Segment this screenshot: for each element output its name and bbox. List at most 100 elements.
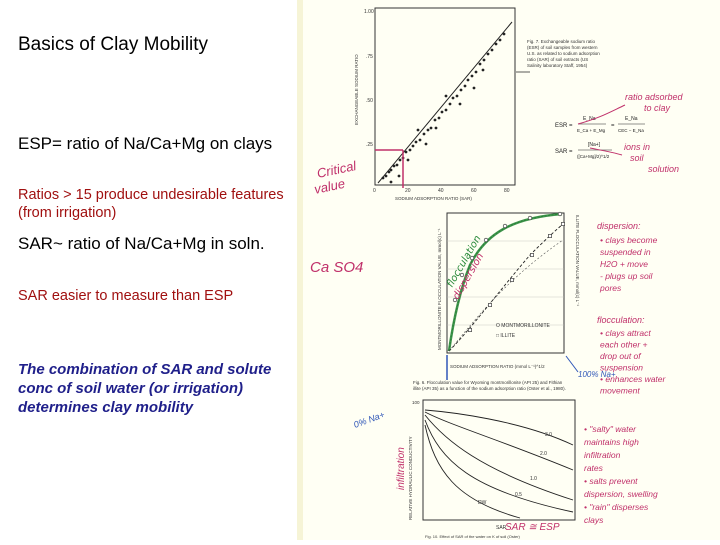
montmorillonite-marker [459, 272, 465, 278]
sar-definition: SAR~ ratio of Na/Ca+Mg in soln. [18, 234, 265, 253]
salty-water-point: maintains high [584, 437, 639, 447]
fig7-data-point [387, 170, 391, 174]
fig7-data-point [482, 58, 486, 62]
fig6-markers [452, 211, 565, 332]
fig6-left-axis-label: MONTMORILLONITE FLOCCULATION VALUE, mmol… [437, 228, 442, 350]
salty-water-point: dispersion, swelling [584, 489, 658, 499]
fig7-data-point [422, 132, 426, 136]
esp-definition: ESP= ratio of Na/Ca+Mg on clays [18, 134, 273, 153]
dispersion-point: suspended in [600, 247, 651, 257]
annotation-dispersion-heading: dispersion: [597, 221, 641, 231]
fig6-flocculation-chart: MONTMORILLONITE FLOCCULATION VALUE, mmol… [413, 211, 580, 391]
annotation-flocculation-heading: flocculation: [597, 315, 645, 325]
slide-title: Basics of Clay Mobility [18, 34, 209, 55]
fig7-data-point [448, 102, 452, 106]
text-panel: Basics of Clay Mobility ESP= ratio of Na… [0, 0, 297, 540]
fig7-data-point [406, 158, 410, 162]
fig7-data-point [440, 110, 444, 114]
montmorillonite-marker [483, 237, 489, 243]
annotation-0-na: 0% Na+ [352, 409, 386, 429]
fig6-legend-illite: □ ILLITE [496, 333, 516, 339]
combination-note: The combination of SAR and solute conc o… [18, 361, 272, 416]
sar-denominator: ([Ca+Mg]/2)^1/2 [577, 154, 610, 159]
fig7b-curve-label: 3.0 [545, 432, 552, 438]
fig7-data-point [478, 62, 482, 66]
fig7-data-point [433, 118, 437, 122]
montmorillonite-marker [452, 297, 458, 303]
fig7-y-axis-label: EXCHANGEABLE SODIUM RATIO [354, 54, 359, 125]
fig7-data-point [408, 148, 412, 152]
montmorillonite-marker [527, 215, 533, 221]
flocculation-highlight-curve [447, 212, 563, 352]
salty-water-points: • "salty" water maintains high infiltratio… [584, 424, 658, 525]
fig7-xtick: 20 [405, 188, 411, 194]
fig7-esr-chart: 1.00 .75 .50 .25 0 20 40 60 80 EXCHANGEA… [354, 7, 600, 201]
fig7-data-point [418, 138, 422, 142]
equals-sign: = [611, 123, 615, 129]
illite-marker [510, 278, 514, 282]
montmorillonite-marker [469, 255, 475, 261]
annotation-sar-esp: SAR ≅ ESP [505, 522, 560, 533]
flocculation-point: suspension [600, 363, 643, 373]
fig7-data-point [470, 74, 474, 78]
sar-annotation-arrow [589, 147, 623, 156]
dispersion-point: • clays become [600, 235, 658, 245]
fig7-data-point [426, 128, 430, 132]
illite-marker [468, 328, 472, 332]
dispersion-point: pores [599, 283, 622, 293]
fig7-data-point [397, 174, 401, 178]
fig6-plot-frame [446, 212, 565, 354]
salty-water-point: • "salty" water [584, 424, 637, 434]
fig6-right-axis-label: ILLITE FLOCCULATION VALUE, mmol(c) L⁻¹ [575, 215, 580, 306]
fig7-xtick: 60 [471, 188, 477, 194]
fig7-data-point [455, 94, 459, 98]
illite-marker [561, 222, 565, 226]
fig7b-curves [424, 409, 574, 519]
annotation-100-na: 100% Na+ [578, 370, 616, 379]
fig7-data-point [444, 108, 448, 112]
fig6-auxiliary-curve [448, 239, 564, 352]
fig7-xtick: 80 [504, 188, 510, 194]
montmorillonite-marker [502, 223, 508, 229]
sar-numerator: [Na+] [588, 142, 601, 148]
fig7-data-point [414, 140, 418, 144]
salty-water-point: infiltration [584, 450, 621, 460]
fig7b-curve-labels: 3.0 2.0 1.0 0.5 DW [478, 432, 552, 506]
flocculation-point: • enhances water [600, 374, 667, 384]
fig7-data-point [398, 158, 402, 162]
fig7b-curve-label: 0.5 [515, 492, 522, 498]
fig7-data-point [490, 48, 494, 52]
esr-equation-lhs: ESR = [555, 123, 573, 129]
fig7-data-point [444, 94, 448, 98]
fig7-ytick: .25 [366, 142, 373, 148]
flocculation-point: drop out of [600, 351, 642, 361]
fig7-data-point [404, 150, 408, 154]
fig7b-curve-label: 2.0 [540, 451, 547, 457]
fig7-data-point [437, 116, 441, 120]
fig7b-curve-label: DW [478, 500, 487, 506]
annotation-ratio-adsorbed: ratio adsorbed to clay [625, 92, 684, 113]
fig7b-curve-label: 1.0 [530, 476, 537, 482]
flocculation-point: movement [600, 386, 640, 396]
salty-water-point: rates [584, 463, 604, 473]
fig7-data-point [424, 142, 428, 146]
dispersion-point: - plugs up soil [600, 271, 654, 281]
annotation-caso4: Ca SO4 [310, 259, 363, 276]
illite-marker [488, 303, 492, 307]
fig7b-x-axis-label: SAR [496, 525, 507, 531]
montmorillonite-marker [557, 211, 563, 217]
fig7-data-point [463, 84, 467, 88]
esr-numerator-2: E_Na [625, 116, 638, 122]
fig7-data-point [395, 163, 399, 167]
fig7-regression-line [377, 21, 513, 184]
dispersion-point: H2O + move [600, 259, 648, 269]
fig7b-y-axis-label: RELATIVE HYDRAULIC CONDUCTIVITY [408, 436, 413, 520]
annotation-ions-in-soil: ions in soilsolution [624, 142, 679, 174]
flocculation-point: each other + [600, 340, 648, 350]
fig7-data-point [451, 96, 455, 100]
figure-panel: 1.00 .75 .50 .25 0 20 40 60 80 EXCHANGEA… [303, 0, 720, 540]
fig7-data-point [494, 42, 498, 46]
equations-block: ESR = E_Na E_Ca + E_Mg = E_Na CEC − E_Na… [555, 116, 645, 159]
fig7-data-point [389, 168, 393, 172]
sar-measure-note: SAR easier to measure than ESP [18, 288, 234, 304]
